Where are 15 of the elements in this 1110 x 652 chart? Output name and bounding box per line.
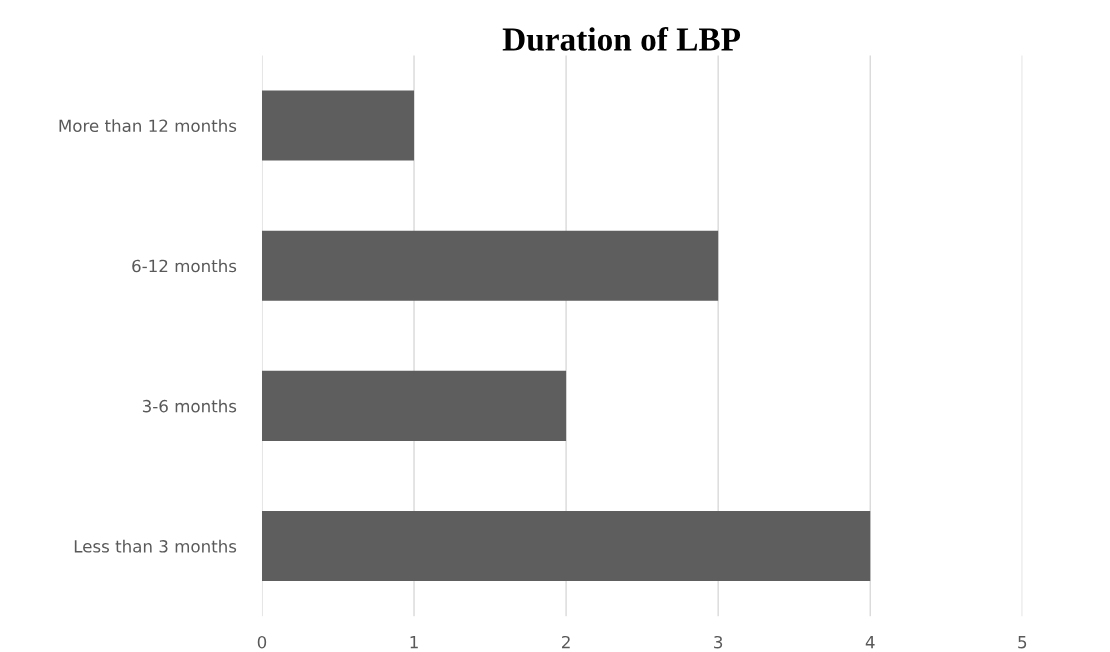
bar <box>261 370 567 441</box>
y-tick-label: Less than 3 months <box>74 539 237 553</box>
x-tick-label: 1 <box>410 636 418 649</box>
x-tick-label: 3 <box>714 635 723 649</box>
y-tick-label: 3-6 months <box>142 399 237 413</box>
bar <box>261 230 719 301</box>
x-tick-label: 4 <box>865 636 875 649</box>
x-tick-label: 2 <box>562 635 570 649</box>
bar <box>261 90 415 161</box>
x-tick-label: 5 <box>1018 636 1027 649</box>
y-tick-label: More than 12 months <box>59 119 237 133</box>
bar <box>261 511 871 582</box>
x-tick-label: 0 <box>257 635 267 649</box>
chart-title: Duration of LBP <box>502 26 741 51</box>
y-tick-label: 6-12 months <box>132 259 237 273</box>
